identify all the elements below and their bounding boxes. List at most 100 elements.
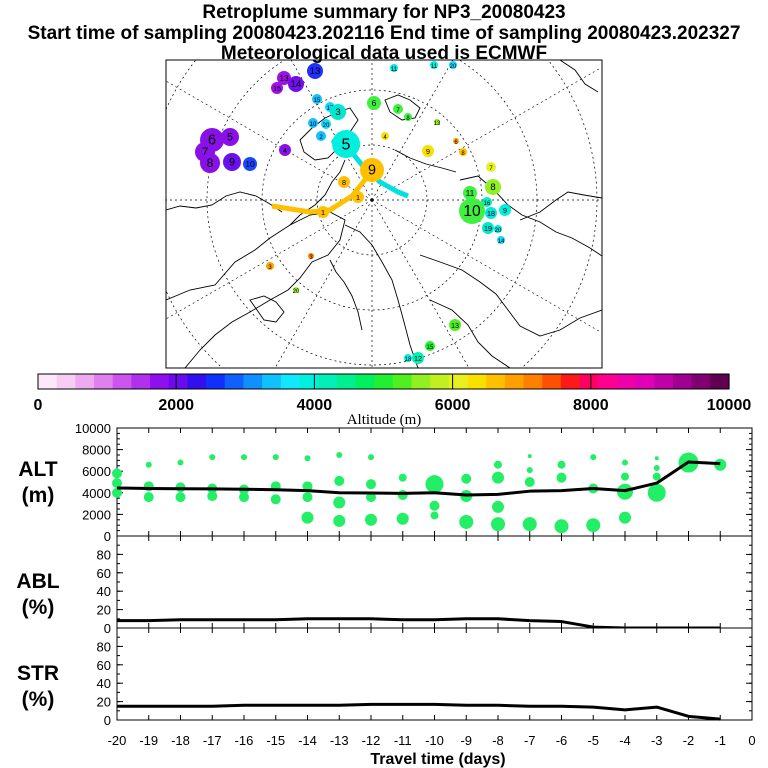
- map-point: [312, 94, 322, 104]
- colorbar-swatch: [262, 374, 282, 389]
- colorbar-tick-label: 4000: [297, 397, 333, 414]
- plume-point: [112, 468, 122, 479]
- map-point: [497, 236, 505, 244]
- colorbar-swatch: [654, 374, 674, 389]
- coastline: [249, 295, 285, 323]
- plume-point: [654, 456, 659, 461]
- map-point: [321, 119, 331, 129]
- map-point-label: 6: [208, 133, 216, 149]
- plume-point: [272, 454, 279, 461]
- plume-point: [397, 489, 408, 500]
- colorbar-swatch: [56, 374, 76, 389]
- map-point-label: 13: [451, 321, 459, 330]
- map-point: [430, 61, 438, 69]
- map-point-label: 8: [461, 151, 465, 157]
- map-point: [316, 131, 326, 141]
- map-point: [449, 61, 457, 69]
- colorbar-swatch: [523, 374, 543, 389]
- colorbar-tick-label: 0: [34, 397, 43, 414]
- map-point-label: 19: [484, 224, 492, 233]
- coastline: [429, 299, 511, 368]
- map-point-label: 1: [321, 208, 325, 217]
- colorbar-swatch: [374, 374, 394, 389]
- x-tick-label: -14: [298, 733, 317, 748]
- x-tick-label: -12: [362, 733, 381, 748]
- plume-point: [112, 487, 122, 498]
- coastline: [519, 191, 602, 221]
- map-point-label: 11: [391, 67, 398, 73]
- y-tick-label: 20: [97, 603, 111, 618]
- map-point-label: 12: [414, 354, 422, 363]
- map-point: [288, 76, 304, 92]
- plume-point: [333, 514, 346, 527]
- colorbar-swatch: [299, 374, 319, 389]
- map-point-label: 9: [503, 206, 507, 215]
- map-point: [412, 352, 424, 364]
- plume-point: [494, 460, 502, 469]
- plume-point: [461, 473, 472, 484]
- x-tick-label: -3: [651, 733, 663, 748]
- colorbar-tick-label: 8000: [573, 397, 609, 414]
- meridian-line: [166, 80, 373, 201]
- map-point: [243, 157, 257, 171]
- plume-point: [647, 483, 666, 502]
- plume-point: [241, 454, 247, 461]
- map-point: [330, 104, 346, 120]
- fraction-line: [117, 702, 721, 721]
- map-point-label: 15: [314, 98, 321, 104]
- colorbar-swatch: [635, 374, 655, 389]
- map-point: [277, 71, 291, 85]
- x-tick-label: -11: [394, 733, 412, 748]
- plume-point: [270, 494, 281, 505]
- y-axis-label: ABL: [16, 570, 59, 593]
- x-axis: -20 -19 -18 -17 -16 -15 -14 -13 -12 -11 -10 -9 -8 -7-…: [108, 733, 756, 748]
- map-point-label: 7: [202, 145, 209, 159]
- colorbar-swatch: [224, 374, 245, 389]
- colorbar-swatch: [206, 374, 226, 389]
- coastline: [166, 191, 283, 213]
- map-point-label: 8: [342, 178, 346, 187]
- colorbar-swatch: [38, 374, 58, 389]
- map-point-label: 14: [291, 79, 302, 90]
- y-tick-label: 0: [104, 529, 111, 544]
- coastline: [344, 224, 419, 368]
- map-point-label: 8: [406, 116, 410, 122]
- map-point-label: 1: [356, 193, 360, 202]
- y-axis-label-unit: (%): [22, 688, 55, 711]
- colorbar-swatch: [411, 374, 431, 389]
- plume-point: [492, 500, 504, 513]
- map-point-label: 2: [319, 135, 323, 141]
- plume-point: [209, 454, 216, 461]
- plume-point: [554, 519, 569, 534]
- plume-point: [177, 459, 184, 466]
- map-point: [200, 153, 220, 173]
- meridian-line: [371, 66, 602, 201]
- map-point-label: 7: [396, 108, 400, 114]
- y-axis-label-unit: (%): [22, 596, 55, 619]
- plume-point: [429, 500, 440, 511]
- map-point: [404, 113, 412, 121]
- x-tick-label: -6: [556, 733, 568, 748]
- map-point-label: 20: [495, 228, 502, 234]
- x-tick-label: 0: [748, 733, 755, 748]
- coastline: [394, 149, 457, 173]
- map-point-label: 16: [484, 201, 491, 207]
- abl-panel: 0 20 40 60 80 ABL (%): [16, 535, 753, 636]
- meridian-line: [274, 199, 373, 368]
- colorbar-swatch: [392, 374, 413, 389]
- map-point: [308, 253, 314, 259]
- plume-point: [333, 496, 346, 509]
- x-tick-label: -13: [330, 733, 349, 748]
- colorbar-swatch: [579, 374, 599, 389]
- map-point-label: 7: [489, 166, 493, 172]
- map-point-label: 8: [207, 156, 214, 170]
- plume-point: [491, 517, 505, 532]
- map-point-label: 5: [227, 131, 233, 143]
- plume-point: [526, 467, 533, 474]
- plume-point: [621, 472, 629, 481]
- y-tick-label: 80: [97, 639, 111, 654]
- plume-point: [557, 460, 566, 469]
- map-point: [338, 176, 350, 188]
- meridian-line: [371, 199, 470, 368]
